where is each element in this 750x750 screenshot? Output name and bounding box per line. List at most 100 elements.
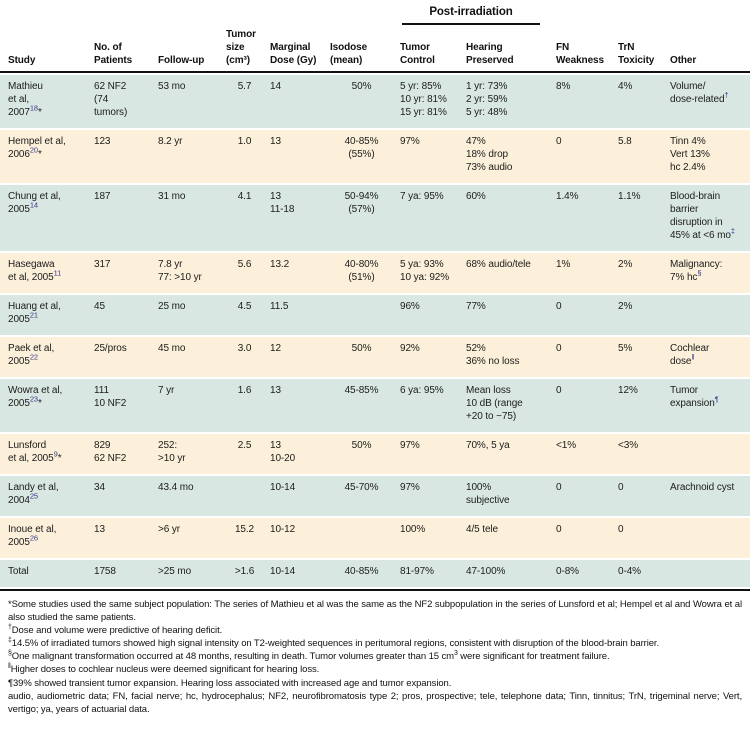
cell-size: 2.5: [224, 433, 268, 474]
cell-patients: 187: [92, 184, 156, 251]
cell-study: Huang et al, 200521: [0, 294, 92, 335]
table-row: Mathieu et al, 200718* 62 NF2 (74 tumors) 53 m…: [0, 74, 750, 128]
cell-isodose: 45-85%: [328, 378, 398, 432]
cell-trn: 2%: [616, 252, 669, 293]
paper-table-figure: Post-irradiation Study No. of Patients Foll…: [0, 2, 750, 716]
cell-other: [668, 517, 750, 558]
column-header-followup: Follow-up: [156, 26, 224, 73]
cell-isodose: 50%: [328, 433, 398, 474]
cell-size: 5.7: [224, 74, 268, 128]
cell-hearing: 1 yr: 73% 2 yr: 59% 5 yr: 48%: [464, 74, 555, 128]
cell-study: Hasegawa et al, 200511: [0, 252, 92, 293]
cell-hearing: 60%: [464, 184, 555, 251]
cell-fn: 1.4%: [554, 184, 617, 251]
cell-fn: 0: [554, 517, 617, 558]
table-row: Paek et al, 200522 25/pros 45 mo 3.0 12 50% 92%…: [0, 336, 750, 377]
cell-size: 4.5: [224, 294, 268, 335]
table-row: Total 1758 >25 mo >1.6 10-14 40-85% 81-97% 47-1…: [0, 559, 750, 587]
cell-followup: >25 mo: [156, 559, 224, 587]
footnote: *Some studies used the same subject popu…: [8, 598, 742, 624]
footnote: §One malignant transformation occurred a…: [8, 650, 610, 663]
cell-patients: 123: [92, 129, 156, 183]
cell-other: Volume/dose-related†: [668, 74, 750, 128]
footnote: audio, audiometric data; FN, facial nerv…: [8, 690, 742, 715]
table-row: Lunsford et al, 20059* 829 62 NF2 252: >10 yr…: [0, 433, 750, 474]
cell-control: 96%: [398, 294, 464, 335]
column-header-fn: FN Weakness: [554, 26, 617, 73]
cell-followup: 25 mo: [156, 294, 224, 335]
cell-dose: 10-14: [268, 559, 328, 587]
cell-control: 92%: [398, 336, 464, 377]
column-header-size: Tumor size (cm³): [224, 26, 268, 73]
cell-followup: >6 yr: [156, 517, 224, 558]
cell-study: Mathieu et al, 200718*: [0, 74, 92, 128]
table-row: Inoue et al, 200526 13 >6 yr 15.2 10-12 100% 4/…: [0, 517, 750, 558]
cell-study: Landy et al, 200425: [0, 475, 92, 516]
cell-hearing: 70%, 5 ya: [464, 433, 555, 474]
cell-hearing: 100% subjective: [464, 475, 555, 516]
cell-trn: 4%: [616, 74, 669, 128]
cell-isodose: 50-94% (57%): [328, 184, 398, 251]
cell-followup: 8.2 yr: [156, 129, 224, 183]
cell-isodose: 40-85% (55%): [328, 129, 398, 183]
cell-followup: 252: >10 yr: [156, 433, 224, 474]
cell-hearing: 47-100%: [464, 559, 555, 587]
cell-other: Arachnoid cyst: [668, 475, 750, 516]
footnote: ¶39% showed transient tumor expansion. H…: [8, 677, 452, 689]
cell-study: Paek et al, 200522: [0, 336, 92, 377]
cell-control: 7 ya: 95%: [398, 184, 464, 251]
column-header-dose: Marginal Dose (Gy): [268, 26, 328, 73]
cell-fn: 0: [554, 475, 617, 516]
cell-hearing: 47% 18% drop 73% audio: [464, 129, 555, 183]
group-header-spacer-right: [554, 4, 750, 25]
cell-size: 4.1: [224, 184, 268, 251]
cell-isodose: 45-70%: [328, 475, 398, 516]
footnotes: *Some studies used the same subject popu…: [0, 591, 750, 716]
cell-dose: 13 10-20: [268, 433, 328, 474]
cell-fn: 0: [554, 378, 617, 432]
column-header-hearing: Hearing Preserved: [464, 26, 555, 73]
cell-patients: 13: [92, 517, 156, 558]
table-row: Landy et al, 200425 34 43.4 mo 10-14 45-70% 97…: [0, 475, 750, 516]
table-row: Hempel et al, 200620* 123 8.2 yr 1.0 13 40-85%…: [0, 129, 750, 183]
column-header-row: Study No. of Patients Follow-up Tumor size (cm…: [0, 26, 750, 73]
cell-followup: 7.8 yr 77: >10 yr: [156, 252, 224, 293]
cell-other: Tumor expansion¶: [668, 378, 750, 432]
table-row: Wowra et al, 200523* 111 10 NF2 7 yr 1.6 13 45-…: [0, 378, 750, 432]
cell-followup: 45 mo: [156, 336, 224, 377]
cell-hearing: 68% audio/tele: [464, 252, 555, 293]
column-header-isodose: Isodose (mean): [328, 26, 398, 73]
column-header-other: Other: [668, 26, 750, 73]
cell-dose: 10-12: [268, 517, 328, 558]
cell-control: 97%: [398, 129, 464, 183]
cell-trn: 0: [616, 517, 669, 558]
group-header-post-irradiation: Post-irradiation: [398, 4, 555, 25]
cell-trn: 0-4%: [616, 559, 669, 587]
post-irradiation-label: Post-irradiation: [402, 5, 541, 25]
cell-size: 3.0: [224, 336, 268, 377]
cell-dose: 13 11-18: [268, 184, 328, 251]
cell-followup: 53 mo: [156, 74, 224, 128]
cell-control: 97%: [398, 433, 464, 474]
cell-dose: 11.5: [268, 294, 328, 335]
cell-dose: 12: [268, 336, 328, 377]
group-header-spacer-left: [0, 4, 398, 25]
cell-patients: 111 10 NF2: [92, 378, 156, 432]
cell-size: 1.6: [224, 378, 268, 432]
table-container: Post-irradiation Study No. of Patients Foll…: [0, 2, 750, 591]
cell-fn: 0: [554, 336, 617, 377]
group-header-row: Post-irradiation: [0, 4, 750, 25]
cell-trn: 0: [616, 475, 669, 516]
cell-study: Inoue et al, 200526: [0, 517, 92, 558]
cell-other: [668, 559, 750, 587]
cell-fn: 1%: [554, 252, 617, 293]
cell-trn: 5.8: [616, 129, 669, 183]
cell-patients: 25/pros: [92, 336, 156, 377]
table-row: Hasegawa et al, 200511 317 7.8 yr 77: >10 yr…: [0, 252, 750, 293]
column-header-patients: No. of Patients: [92, 26, 156, 73]
footnote: ‖Higher doses to cochlear nucleus were d…: [8, 663, 320, 676]
cell-patients: 1758: [92, 559, 156, 587]
table-row: Huang et al, 200521 45 25 mo 4.5 11.5 96% 77% 0 2…: [0, 294, 750, 335]
cell-isodose: 50%: [328, 336, 398, 377]
table-row: Chung et al, 200514 187 31 mo 4.1 13 11-18 50-9…: [0, 184, 750, 251]
